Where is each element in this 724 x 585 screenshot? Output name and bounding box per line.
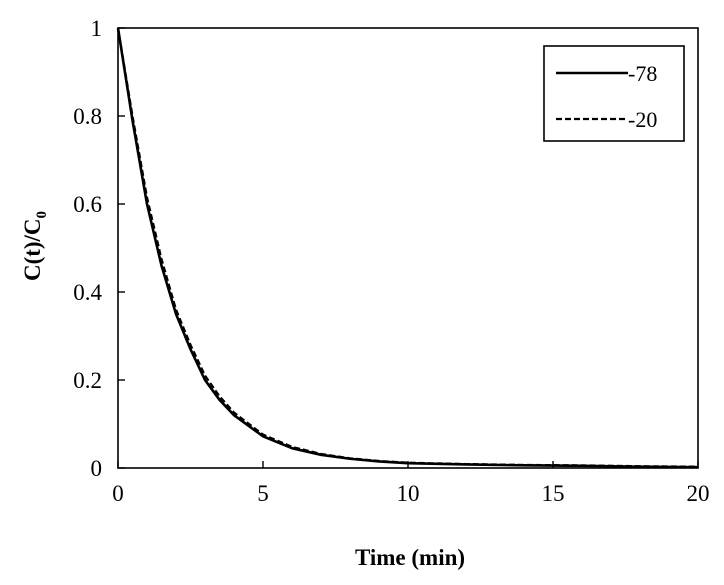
x-tick-label: 0 bbox=[112, 481, 124, 506]
legend-box bbox=[543, 45, 685, 142]
x-tick-label: 10 bbox=[397, 481, 420, 506]
y-tick-label: 0 bbox=[91, 456, 103, 481]
x-axis-title: Time (min) bbox=[355, 545, 465, 570]
y-tick-label: 0.2 bbox=[73, 368, 102, 393]
x-tick-label: 15 bbox=[542, 481, 565, 506]
y-tick-label: 0.4 bbox=[73, 280, 102, 305]
series-line-2 bbox=[116, 27, 699, 468]
x-tick-label: 5 bbox=[257, 481, 269, 506]
y-tick-label: 0.6 bbox=[73, 192, 102, 217]
y-axis-title-main: C(t)/C bbox=[20, 218, 45, 281]
y-tick-label: 1 bbox=[91, 16, 103, 41]
x-tick-label: 20 bbox=[687, 481, 710, 506]
legend-label-1: -78 bbox=[628, 61, 657, 86]
legend-label-2: -20 bbox=[628, 107, 657, 132]
y-axis-title-subscript: 0 bbox=[34, 211, 50, 219]
y-axis-title: C(t)/C0 bbox=[20, 211, 50, 281]
y-tick-label: 0.8 bbox=[73, 104, 102, 129]
